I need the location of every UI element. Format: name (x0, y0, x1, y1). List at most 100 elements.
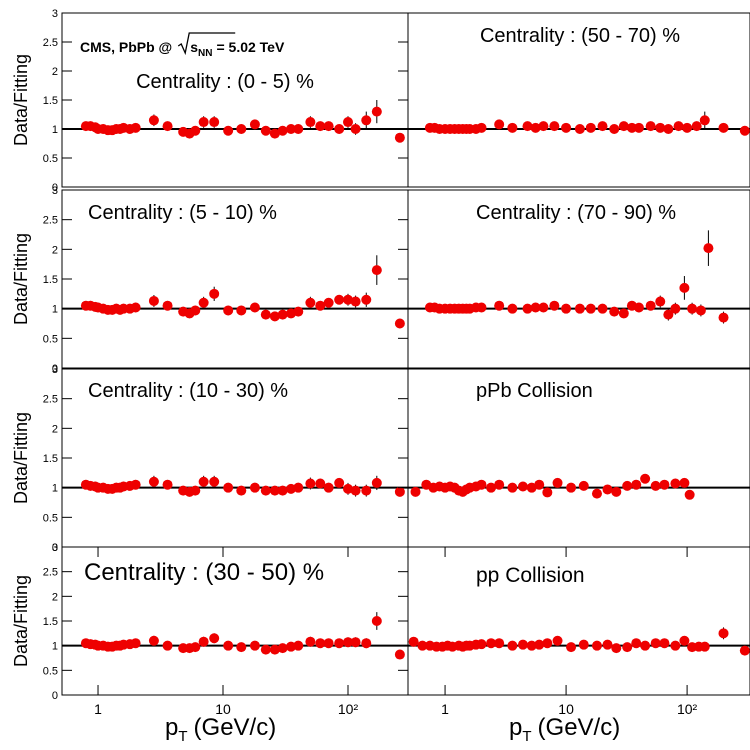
data-point (130, 479, 141, 490)
y-tick-label: 3 (52, 8, 58, 20)
data-point (739, 645, 750, 656)
data-point (209, 633, 220, 644)
data-point (148, 295, 159, 306)
y-tick-label: 1.5 (43, 274, 58, 286)
data-point (585, 122, 596, 133)
data-point (198, 117, 209, 128)
y-axis-label: Data/Fitting (11, 233, 31, 325)
data-point (609, 124, 620, 134)
panel-frame (407, 189, 750, 369)
data-point (371, 616, 382, 626)
y-tick-label: 0 (52, 542, 58, 554)
data-point (305, 478, 316, 489)
x-label-sub: T (178, 728, 187, 745)
data-point (334, 124, 345, 134)
data-point (494, 479, 505, 490)
data-point (507, 122, 518, 133)
data-point (198, 636, 209, 647)
data-point (130, 302, 141, 313)
data-point (526, 640, 537, 651)
data-point (670, 478, 681, 489)
y-tick-label: 0.5 (43, 665, 58, 677)
data-point (486, 482, 497, 493)
data-point (645, 121, 656, 132)
data-point (236, 305, 247, 316)
data-point (542, 638, 553, 649)
data-point (361, 485, 372, 496)
data-point (476, 122, 487, 133)
data-point (323, 121, 334, 132)
annotation-sqrt: sNN = 5.02 TeV (190, 39, 285, 59)
x-label-main: p (509, 714, 522, 741)
data-point (394, 486, 405, 497)
x-axis-label: pT (GeV/c) (165, 714, 276, 745)
y-tick-label: 2.5 (43, 215, 58, 227)
y-axis-label: Data/Fitting (11, 54, 31, 146)
y-tick-label: 1 (52, 483, 58, 495)
data-point (394, 318, 405, 329)
data-point (517, 639, 528, 650)
data-point (260, 485, 271, 496)
panel-title: Centrality : (30 - 50) % (84, 559, 324, 586)
data-point (394, 132, 405, 143)
data-point (162, 479, 173, 490)
x-tick-label: 10² (677, 701, 698, 717)
data-point (361, 638, 372, 649)
data-point (538, 302, 549, 313)
y-tick-label: 0.5 (43, 333, 58, 345)
data-point (350, 637, 361, 648)
data-point (640, 473, 651, 484)
data-point (350, 485, 361, 496)
annotation-sub: NN (198, 48, 212, 59)
data-point (162, 121, 173, 132)
data-point (269, 485, 280, 496)
data-point (223, 640, 234, 651)
data-point (130, 122, 141, 133)
data-point (223, 125, 234, 136)
data-point (552, 477, 563, 488)
x-label-unit: (GeV/c) (194, 714, 277, 741)
x-tick-label: 10² (338, 701, 359, 717)
data-point (209, 117, 220, 128)
data-point (574, 124, 585, 134)
data-point (305, 636, 316, 647)
annotation-suffix: = 5.02 TeV (216, 39, 285, 55)
data-point (334, 294, 345, 305)
panel-title: Centrality : (0 - 5) % (136, 71, 314, 93)
data-point (631, 479, 642, 490)
data-point (223, 305, 234, 316)
data-point (334, 638, 345, 649)
data-point (417, 640, 428, 651)
panel-plot (62, 255, 408, 329)
y-axis-label: Data/Fitting (11, 575, 31, 667)
data-point (659, 479, 670, 490)
x-label-sub: T (522, 728, 531, 745)
data-point (718, 628, 729, 639)
x-tick-label: 1 (441, 701, 449, 717)
data-point (277, 643, 288, 654)
data-point (659, 638, 670, 649)
data-point (269, 311, 280, 322)
data-point (585, 303, 596, 314)
data-point (684, 489, 695, 500)
data-point (566, 482, 577, 493)
data-point (602, 639, 613, 650)
data-point (640, 640, 651, 651)
y-tick-label: 0.5 (43, 153, 58, 165)
x-tick-label: 10 (558, 701, 574, 717)
y-tick-label: 3 (52, 542, 58, 554)
data-point (130, 638, 141, 649)
data-point (691, 121, 702, 132)
data-point (655, 296, 666, 307)
y-tick-label: 0 (52, 182, 58, 194)
panel-title: pp Collision (476, 564, 585, 587)
data-point (223, 482, 234, 493)
panel-frame (407, 546, 750, 696)
data-point (631, 638, 642, 649)
data-point (622, 480, 633, 491)
data-point (305, 117, 316, 128)
data-point (597, 303, 608, 314)
y-tick-label: 2.5 (43, 394, 58, 406)
data-point (249, 640, 260, 651)
